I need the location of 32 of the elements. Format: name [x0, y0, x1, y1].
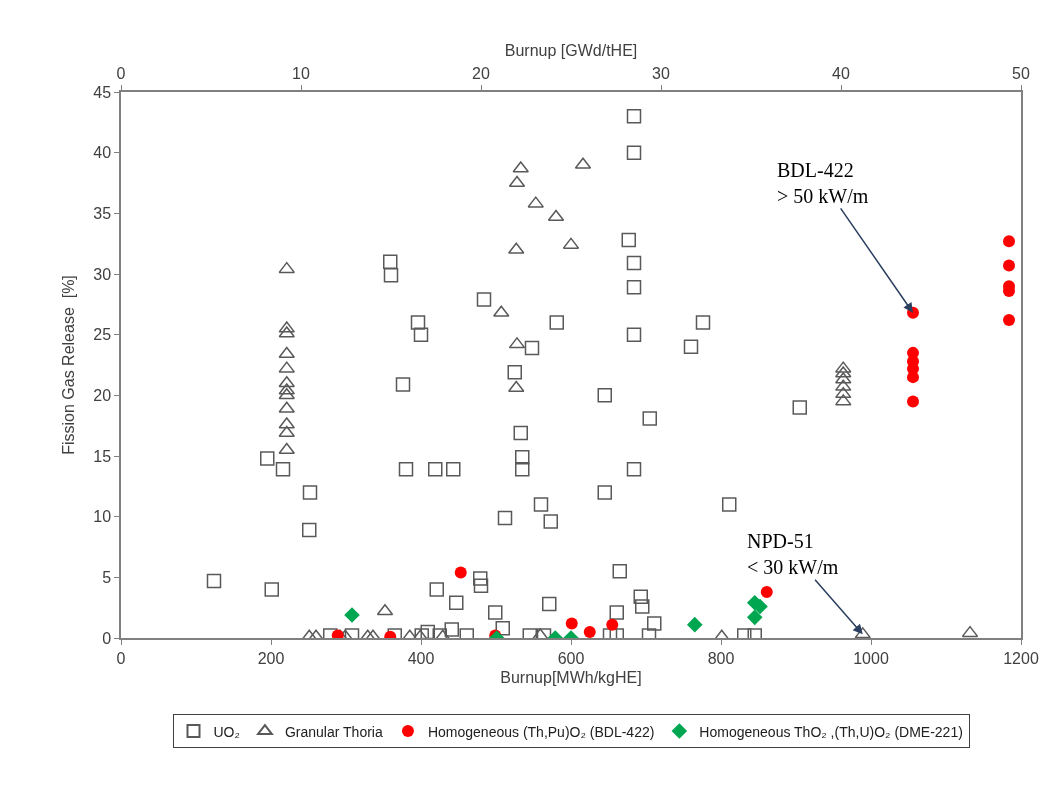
x2-tick-label: 50 [1012, 64, 1030, 82]
x-tick-label: 800 [707, 649, 735, 667]
y-tick-label: 45 [93, 83, 112, 101]
x-tick-label: 600 [557, 649, 585, 667]
annotation: BDL-422 > 50 kW/m [777, 159, 869, 207]
x-tick-label: 1000 [853, 649, 889, 667]
x-tick-label: 200 [257, 649, 285, 667]
y-tick-label: 35 [93, 204, 112, 222]
x2-axis-title: Burnup [GWd/tHE] [504, 42, 638, 60]
x2-tick-label: 40 [832, 64, 850, 82]
x-tick-label: 400 [407, 649, 435, 667]
y-tick-label: 25 [93, 326, 112, 344]
y-axis-title: Fission Gas Release [%] [59, 275, 77, 455]
x-tick-label: 1200 [1003, 649, 1039, 667]
y-tick-label: 5 [102, 568, 112, 586]
x2-tick-label: 30 [652, 64, 670, 82]
y-tick-label: 40 [93, 144, 112, 162]
y-tick-label: 10 [93, 508, 112, 526]
x2-tick-label: 10 [292, 64, 310, 82]
x2-tick-label: 20 [472, 64, 490, 82]
legend-label: Granular Thoria [284, 723, 383, 740]
x2-tick-label: 0 [116, 64, 126, 82]
y-tick-label: 15 [93, 447, 112, 465]
legend-label: UO₂ [213, 723, 240, 740]
annotation: NPD-51 < 30 kW/m [747, 530, 839, 578]
legend-label: Homogeneous (Th,Pu)O₂ (BDL-422) [427, 723, 655, 740]
y-tick-label: 30 [93, 265, 112, 283]
x-axis-title: Burnup[MWh/kgHE] [500, 669, 642, 687]
y-tick-label: 20 [93, 386, 112, 404]
x-tick-label: 0 [116, 649, 126, 667]
y-tick-label: 0 [102, 629, 112, 647]
legend-label: Homogeneous ThO₂ ,(Th,U)O₂ (DME-221) [699, 723, 963, 740]
